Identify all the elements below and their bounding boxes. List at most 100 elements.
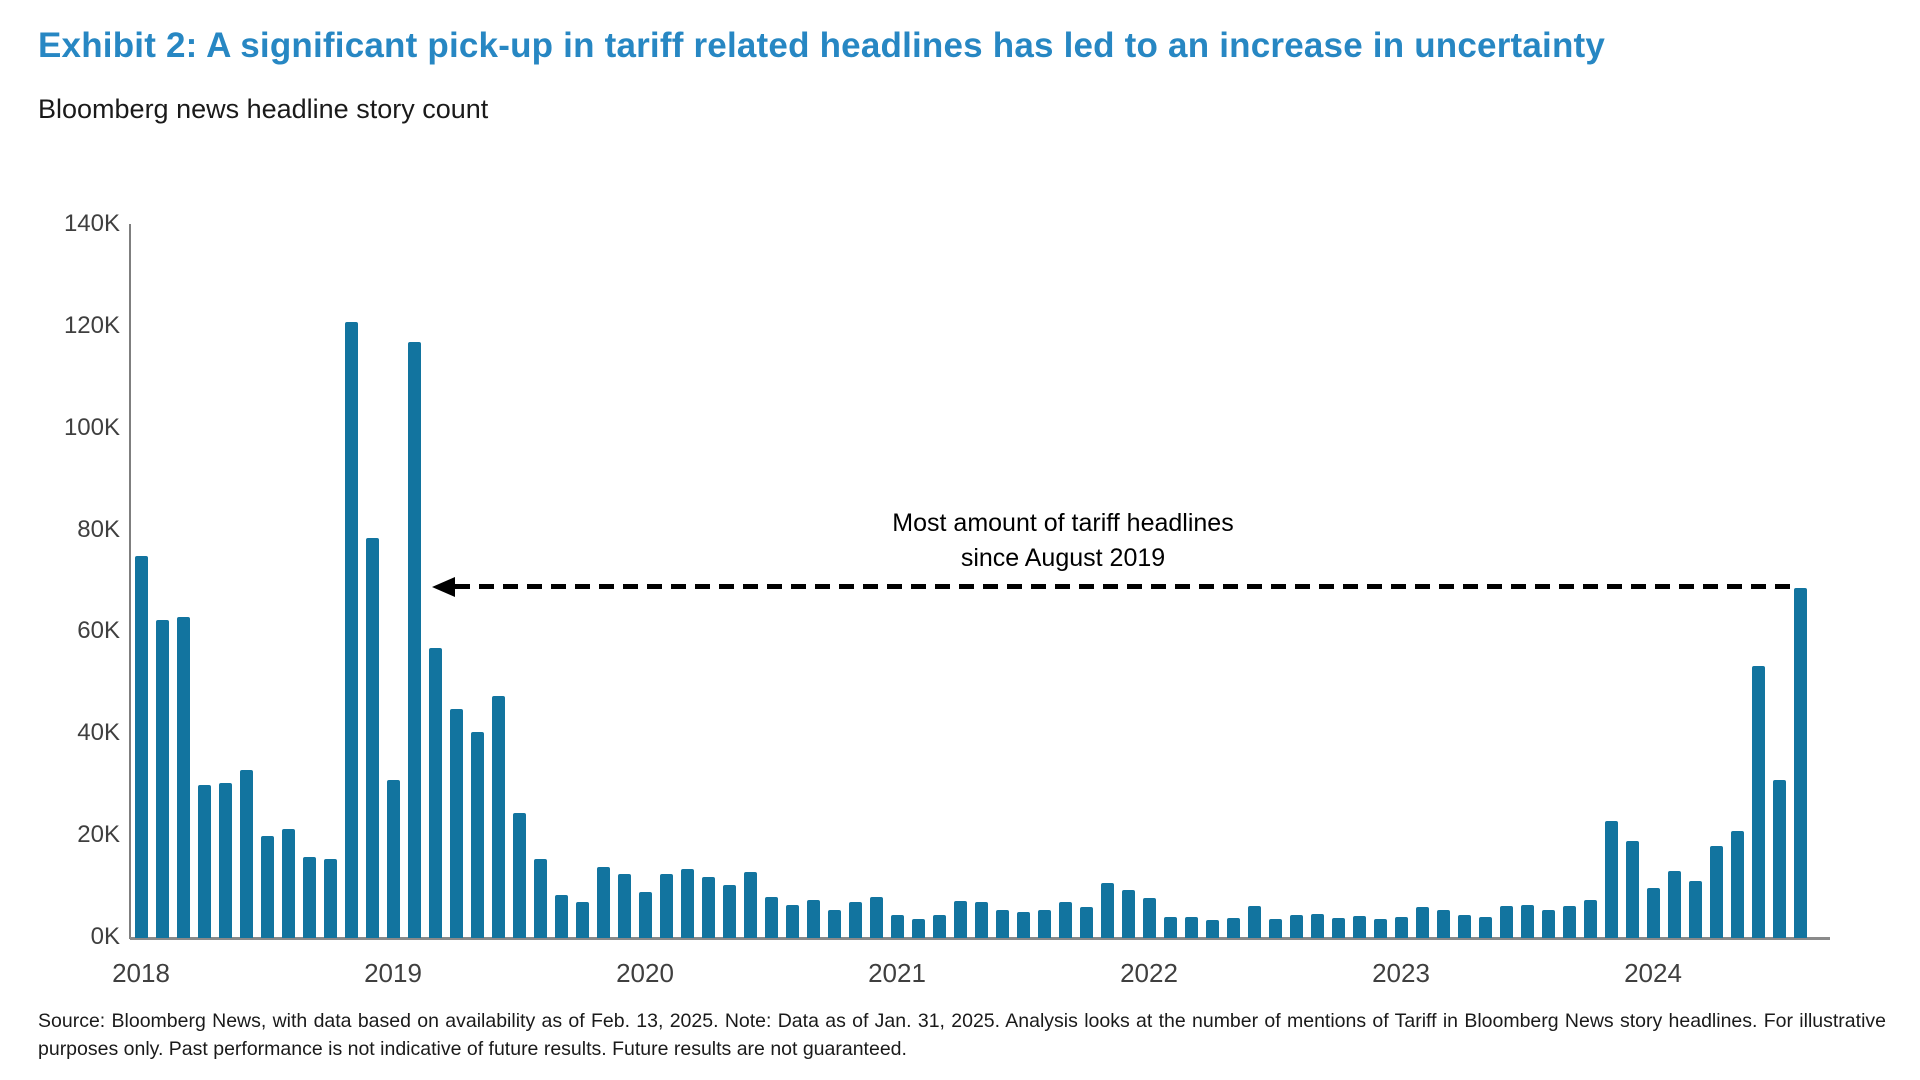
x-tick-2018: 2018 — [112, 958, 170, 988]
bar-month-35 — [848, 902, 862, 938]
bar-plot-area — [130, 224, 1830, 938]
bar-month-71 — [1604, 821, 1618, 938]
bar-month-68 — [1541, 910, 1555, 938]
y-tick-120K: 120K — [63, 311, 120, 339]
bar-month-43 — [1016, 912, 1030, 938]
bar-month-49 — [1142, 898, 1156, 938]
bar-month-22 — [575, 902, 589, 938]
y-axis-line — [129, 224, 131, 939]
annotation-line-1: Most amount of tariff headlines — [892, 509, 1234, 537]
y-tick-0K: 0K — [90, 923, 120, 950]
bar-month-9 — [302, 857, 316, 938]
bar-month-15 — [428, 648, 442, 938]
bar-month-57 — [1310, 914, 1324, 938]
bar-month-29 — [722, 885, 736, 938]
y-tick-140K: 140K — [63, 210, 120, 237]
bar-month-61 — [1394, 917, 1408, 938]
bar-month-42 — [995, 910, 1009, 938]
bar-month-33 — [806, 900, 820, 938]
bar-month-12 — [365, 538, 379, 938]
bar-month-69 — [1562, 906, 1576, 938]
bar-month-72 — [1625, 841, 1639, 938]
bar-month-76 — [1709, 846, 1723, 938]
bar-month-20 — [533, 859, 547, 938]
y-tick-60K: 60K — [77, 617, 120, 645]
bar-month-3 — [176, 617, 190, 938]
arrow-head-left-icon — [432, 577, 455, 597]
dashed-arrow-line — [455, 584, 1793, 589]
bar-month-77 — [1730, 831, 1744, 938]
bar-month-13 — [386, 780, 400, 938]
bar-month-1 — [134, 556, 148, 938]
bar-month-34 — [827, 910, 841, 938]
bar-month-37 — [890, 915, 904, 938]
bar-month-58 — [1331, 918, 1345, 938]
bar-month-65 — [1478, 917, 1492, 938]
bar-month-14 — [407, 342, 421, 938]
bar-month-6 — [239, 770, 253, 938]
bar-month-67 — [1520, 905, 1534, 938]
bar-month-73 — [1646, 888, 1660, 938]
bar-month-41 — [974, 902, 988, 938]
bar-month-26 — [659, 874, 673, 938]
bar-month-51 — [1184, 917, 1198, 938]
bar-month-36 — [869, 897, 883, 938]
bar-month-63 — [1436, 910, 1450, 938]
bar-month-59 — [1352, 916, 1366, 938]
bar-month-62 — [1415, 907, 1429, 938]
y-tick-20K: 20K — [77, 821, 120, 849]
y-tick-40K: 40K — [77, 719, 120, 747]
x-tick-2022: 2022 — [1120, 958, 1178, 988]
bar-month-19 — [512, 813, 526, 938]
bar-month-2 — [155, 620, 169, 938]
bar-month-55 — [1268, 919, 1282, 938]
bar-month-16 — [449, 709, 463, 938]
bar-month-40 — [953, 901, 967, 938]
annotation-line-2: since August 2019 — [960, 544, 1166, 572]
y-tick-80K: 80K — [77, 515, 120, 543]
bar-month-52 — [1205, 920, 1219, 938]
y-tick-100K: 100K — [63, 413, 120, 441]
bar-month-17 — [470, 732, 484, 938]
bar-month-28 — [701, 877, 715, 938]
bar-month-79 — [1772, 780, 1786, 938]
bar-month-78 — [1751, 666, 1765, 938]
bar-month-4 — [197, 785, 211, 938]
bar-month-30 — [743, 872, 757, 938]
bar-month-74 — [1667, 871, 1681, 938]
bar-month-50 — [1163, 917, 1177, 938]
chart-annotation: Most amount of tariff headlines since Au… — [813, 506, 1313, 576]
bar-month-75 — [1688, 881, 1702, 938]
x-tick-2024: 2024 — [1624, 958, 1682, 988]
bar-month-60 — [1373, 919, 1387, 938]
x-axis-line — [130, 937, 1830, 940]
bar-month-5 — [218, 783, 232, 938]
bar-month-32 — [785, 905, 799, 938]
x-tick-2021: 2021 — [868, 958, 926, 988]
bar-month-7 — [260, 836, 274, 938]
bar-month-45 — [1058, 902, 1072, 938]
source-footnote: Source: Bloomberg News, with data based … — [38, 1010, 1886, 1060]
bar-month-24 — [617, 874, 631, 938]
x-tick-2019: 2019 — [364, 958, 422, 988]
bar-month-27 — [680, 869, 694, 938]
bar-month-66 — [1499, 906, 1513, 938]
bar-month-53 — [1226, 918, 1240, 938]
bar-month-21 — [554, 895, 568, 938]
bar-month-10 — [323, 859, 337, 938]
bar-month-39 — [932, 915, 946, 938]
bar-month-8 — [281, 829, 295, 938]
bar-month-38 — [911, 919, 925, 938]
bar-month-70 — [1583, 900, 1597, 938]
bar-month-54 — [1247, 906, 1261, 938]
bar-month-80 — [1793, 588, 1807, 938]
bar-month-56 — [1289, 915, 1303, 938]
bar-month-64 — [1457, 915, 1471, 938]
bar-month-48 — [1121, 890, 1135, 938]
page-title: Exhibit 2: A significant pick-up in tari… — [38, 26, 1606, 65]
x-tick-2023: 2023 — [1372, 958, 1430, 988]
x-tick-2020: 2020 — [616, 958, 674, 988]
bar-month-18 — [491, 696, 505, 938]
bar-month-23 — [596, 867, 610, 938]
